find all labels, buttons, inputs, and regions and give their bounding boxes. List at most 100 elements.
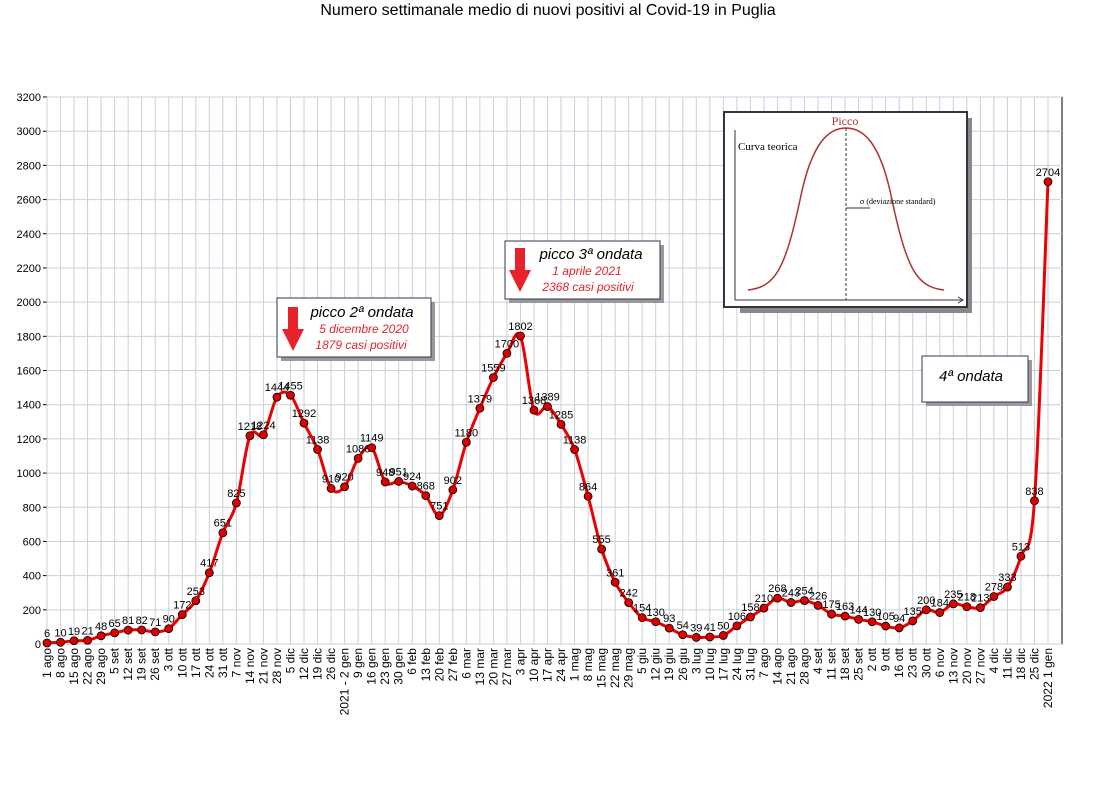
x-tick-label: 3 ott — [162, 647, 176, 671]
data-label: 65 — [109, 618, 121, 630]
data-label: 1292 — [292, 408, 316, 420]
data-point — [245, 431, 255, 441]
x-tick-label: 14 nov — [243, 648, 257, 684]
data-point — [867, 617, 877, 627]
x-tick-label: 5 giu — [635, 648, 649, 674]
data-point — [299, 418, 309, 428]
data-point — [421, 491, 431, 501]
x-tick-label: 6 nov — [933, 648, 947, 677]
y-tick-label: 2400 — [17, 229, 41, 241]
data-label: 235 — [944, 589, 962, 601]
y-tick-label: 0 — [35, 639, 41, 651]
data-label: 90 — [163, 614, 175, 626]
data-label: 154 — [633, 603, 651, 615]
annotation-peak3: picco 3ª ondata 1 aprile 2021 2368 casi … — [504, 240, 664, 303]
data-label: 94 — [893, 613, 905, 625]
x-tick-label: 20 nov — [960, 648, 974, 684]
x-tick-label: 1 mag — [568, 648, 582, 681]
data-label: 184 — [931, 598, 949, 610]
data-point — [164, 624, 174, 634]
x-tick-label: 2022 1 gen — [1041, 648, 1055, 708]
data-point — [340, 482, 349, 492]
annotation-date: 5 dicembre 2020 — [319, 322, 409, 336]
x-tick-label: 27 nov — [973, 648, 987, 684]
data-label: 210 — [755, 593, 773, 605]
x-tick-label: 13 mar — [473, 648, 487, 685]
data-label: 1802 — [508, 321, 532, 333]
y-tick-label: 200 — [23, 605, 41, 617]
x-tick-label: 16 ott — [892, 647, 906, 678]
data-point — [637, 613, 647, 623]
data-label: 200 — [917, 595, 935, 607]
y-tick-label: 3000 — [17, 126, 41, 138]
data-label: 825 — [227, 488, 245, 500]
data-label: 254 — [795, 586, 813, 598]
inset-curve: Curva teorica — [738, 141, 798, 153]
data-point — [448, 485, 458, 495]
data-point — [975, 603, 985, 612]
data-label: 54 — [677, 620, 689, 632]
chart-title: Numero settimanale medio di nuovi positi… — [320, 2, 775, 19]
data-point — [962, 602, 972, 612]
annotation-title: picco 2ª ondata — [309, 304, 413, 321]
x-tick-label: 30 ott — [919, 647, 933, 678]
data-point — [218, 528, 228, 538]
x-tick-label: 21 nov — [256, 648, 270, 684]
x-tick-label: 4 dic — [987, 648, 1001, 673]
x-tick-label: 6 feb — [405, 648, 419, 675]
x-tick-label: 8 mag — [581, 648, 595, 681]
data-label: 1700 — [495, 338, 519, 350]
data-label: 82 — [136, 615, 148, 627]
data-label: 71 — [149, 617, 161, 629]
data-label: 1444 — [265, 382, 289, 394]
x-tick-label: 8 ago — [54, 648, 68, 678]
data-label: 1149 — [360, 433, 384, 445]
data-point — [177, 610, 187, 619]
x-tick-label: 27 feb — [446, 648, 460, 682]
data-point — [150, 627, 160, 637]
data-label: 651 — [214, 518, 232, 530]
data-label: 555 — [592, 534, 610, 546]
x-tick-label: 2021 - 2 gen — [338, 648, 352, 715]
data-label: 902 — [444, 475, 462, 487]
data-point — [989, 592, 999, 601]
data-point — [204, 568, 214, 578]
y-tick-label: 400 — [23, 571, 41, 583]
data-point — [610, 577, 620, 587]
data-line — [46, 181, 1050, 645]
y-tick-label: 2800 — [17, 160, 41, 172]
data-point — [69, 636, 79, 646]
data-label: 951 — [390, 466, 408, 478]
data-point — [664, 623, 674, 633]
data-point — [1030, 496, 1039, 506]
data-label: 361 — [606, 567, 624, 579]
x-tick-label: 18 dic — [1014, 648, 1028, 680]
x-tick-label: 17 apr — [541, 648, 555, 682]
data-point — [123, 625, 133, 635]
data-point — [191, 596, 201, 606]
x-tick-label: 31 lug — [743, 648, 757, 681]
x-tick-label: 24 lug — [730, 648, 744, 681]
data-label: 920 — [335, 472, 353, 484]
x-tick-label: 22 ago — [81, 648, 95, 685]
data-label: 19 — [68, 626, 80, 638]
x-tick-label: 2 ott — [865, 647, 879, 671]
data-point — [948, 599, 958, 609]
data-label: 50 — [717, 620, 729, 632]
data-label: 1368 — [522, 395, 546, 407]
x-tick-label: 9 ott — [879, 647, 893, 671]
data-label: 39 — [690, 622, 702, 634]
annotation-wave4: 4ª ondata — [921, 355, 1032, 406]
data-point — [570, 445, 579, 454]
data-point — [488, 373, 498, 382]
x-tick-label: 10 lug — [703, 648, 717, 681]
y-tick-label: 3200 — [17, 92, 41, 104]
annotation-cases: 2368 casi positivi — [541, 280, 634, 294]
data-label: 130 — [647, 607, 665, 619]
data-label: 226 — [809, 590, 827, 602]
data-label: 513 — [1012, 541, 1030, 553]
data-label: 278 — [985, 581, 1003, 593]
data-point — [800, 596, 809, 605]
data-point — [407, 481, 417, 491]
